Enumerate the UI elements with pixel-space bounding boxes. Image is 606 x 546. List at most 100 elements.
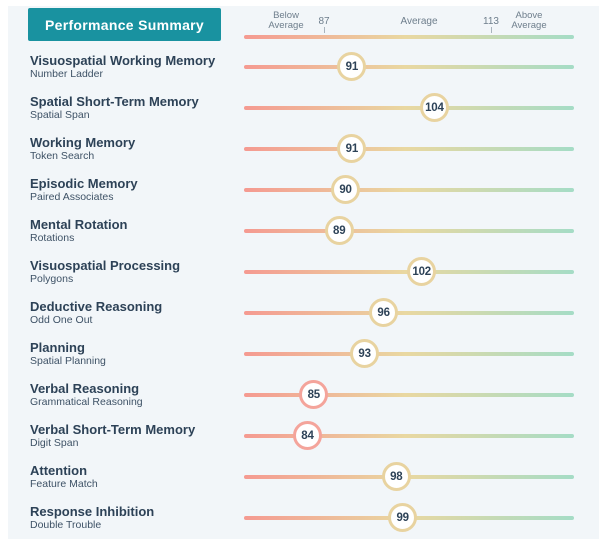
score-bar-area: 90: [244, 169, 574, 210]
score-value: 96: [377, 306, 390, 319]
test-subtask: Grammatical Reasoning: [30, 395, 143, 408]
test-subtask: Spatial Span: [30, 108, 90, 121]
test-subtask: Digit Span: [30, 436, 79, 449]
report-card: Performance Summary Below Average 87 Ave…: [8, 6, 599, 539]
test-subtask: Polygons: [30, 272, 74, 285]
score-bar-area: 102: [244, 251, 574, 292]
test-labels: Mental Rotation Rotations: [30, 217, 235, 245]
test-labels: Visuospatial Processing Polygons: [30, 258, 235, 286]
test-row: Verbal Reasoning Grammatical Reasoning 8…: [8, 374, 599, 415]
score-bar-area: 85: [244, 374, 574, 415]
score-bar-area: 98: [244, 456, 574, 497]
test-row: Verbal Short-Term Memory Digit Span 84: [8, 415, 599, 456]
score-bar-area: 99: [244, 497, 574, 538]
axis-tick-label-113: 113: [483, 16, 499, 27]
score-value: 104: [425, 101, 444, 114]
score-value: 85: [307, 388, 321, 401]
test-row: Episodic Memory Paired Associates 90: [8, 169, 599, 210]
score-marker: 96: [369, 298, 399, 327]
test-row: Response Inhibition Double Trouble 99: [8, 497, 599, 538]
test-row: Mental Rotation Rotations 89: [8, 210, 599, 251]
test-subtask: Token Search: [30, 149, 95, 162]
score-marker: 99: [388, 503, 418, 532]
score-value: 84: [301, 429, 314, 442]
test-subtask: Rotations: [30, 231, 75, 244]
score-bar-area: 96: [244, 292, 574, 333]
score-bar-area: 89: [244, 210, 574, 251]
score-value: 89: [333, 224, 346, 237]
test-subtask: Paired Associates: [30, 190, 114, 203]
test-title: Attention: [30, 462, 88, 478]
score-marker: 93: [350, 339, 380, 368]
score-marker: 104: [419, 93, 449, 122]
score-bar-area: 93: [244, 333, 574, 374]
axis-label-average: Average: [400, 16, 438, 27]
test-title: Visuospatial Processing: [30, 257, 181, 273]
score-marker: 90: [331, 175, 361, 204]
test-title: Verbal Short-Term Memory: [30, 421, 196, 437]
score-marker: 89: [324, 216, 354, 245]
test-row: Attention Feature Match 98: [8, 456, 599, 497]
score-marker: 91: [337, 134, 367, 163]
test-labels: Planning Spatial Planning: [30, 340, 235, 368]
test-row: Visuospatial Working Memory Number Ladde…: [8, 46, 599, 87]
test-labels: Visuospatial Working Memory Number Ladde…: [30, 53, 235, 81]
axis-tick-mark-87: [324, 27, 325, 33]
test-row: Working Memory Token Search 91: [8, 128, 599, 169]
score-gradient-bar: [244, 310, 574, 315]
score-bar-area: 91: [244, 128, 574, 169]
page-title: Performance Summary: [28, 8, 221, 41]
test-subtask: Spatial Planning: [30, 354, 106, 367]
score-marker: 98: [381, 462, 411, 491]
test-subtask: Odd One Out: [30, 313, 93, 326]
score-marker: 91: [337, 52, 367, 81]
axis-label-below-average: Below Average: [268, 10, 304, 31]
score-value: 90: [339, 183, 352, 196]
test-title: Response Inhibition: [30, 503, 155, 519]
axis-tick-mark-113: [491, 27, 492, 33]
score-value: 91: [345, 142, 359, 155]
score-bar-area: 104: [244, 87, 574, 128]
score-bar-area: 91: [244, 46, 574, 87]
score-gradient-bar: [244, 64, 574, 69]
score-gradient-bar: [244, 105, 574, 110]
test-labels: Attention Feature Match: [30, 463, 235, 491]
score-gradient-bar: [244, 433, 574, 438]
test-subtask: Double Trouble: [30, 518, 102, 531]
test-labels: Verbal Reasoning Grammatical Reasoning: [30, 381, 235, 409]
score-marker: 102: [407, 257, 437, 286]
score-marker: 84: [292, 421, 322, 450]
test-labels: Response Inhibition Double Trouble: [30, 504, 235, 532]
test-title: Mental Rotation: [30, 216, 128, 232]
test-title: Visuospatial Working Memory: [30, 52, 216, 68]
test-title: Deductive Reasoning: [30, 298, 163, 314]
axis-tick-label-87: 87: [318, 16, 330, 27]
test-row: Visuospatial Processing Polygons 102: [8, 251, 599, 292]
test-rows: Visuospatial Working Memory Number Ladde…: [8, 46, 599, 538]
score-value: 99: [396, 511, 409, 524]
test-title: Spatial Short-Term Memory: [30, 93, 199, 109]
test-row: Planning Spatial Planning 93: [8, 333, 599, 374]
test-labels: Episodic Memory Paired Associates: [30, 176, 235, 204]
test-subtask: Feature Match: [30, 477, 98, 490]
score-value: 93: [358, 347, 371, 360]
score-gradient-bar: [244, 351, 574, 356]
test-labels: Spatial Short-Term Memory Spatial Span: [30, 94, 235, 122]
score-axis-header: Below Average 87 Average 113 Above Avera…: [8, 6, 599, 46]
test-row: Spatial Short-Term Memory Spatial Span 1…: [8, 87, 599, 128]
test-title: Verbal Reasoning: [30, 380, 140, 396]
test-labels: Deductive Reasoning Odd One Out: [30, 299, 235, 327]
test-title: Working Memory: [30, 134, 136, 150]
test-title: Planning: [30, 339, 85, 355]
score-gradient-bar: [244, 392, 574, 397]
score-bar-area: 84: [244, 415, 574, 456]
axis-label-above-average: Above Average: [511, 10, 547, 31]
score-value: 98: [390, 470, 403, 483]
score-gradient-bar: [244, 187, 574, 192]
test-subtask: Number Ladder: [30, 67, 103, 80]
page-title-label: Performance Summary: [45, 16, 204, 33]
test-labels: Verbal Short-Term Memory Digit Span: [30, 422, 235, 450]
test-title: Episodic Memory: [30, 175, 138, 191]
score-value: 102: [412, 265, 431, 278]
